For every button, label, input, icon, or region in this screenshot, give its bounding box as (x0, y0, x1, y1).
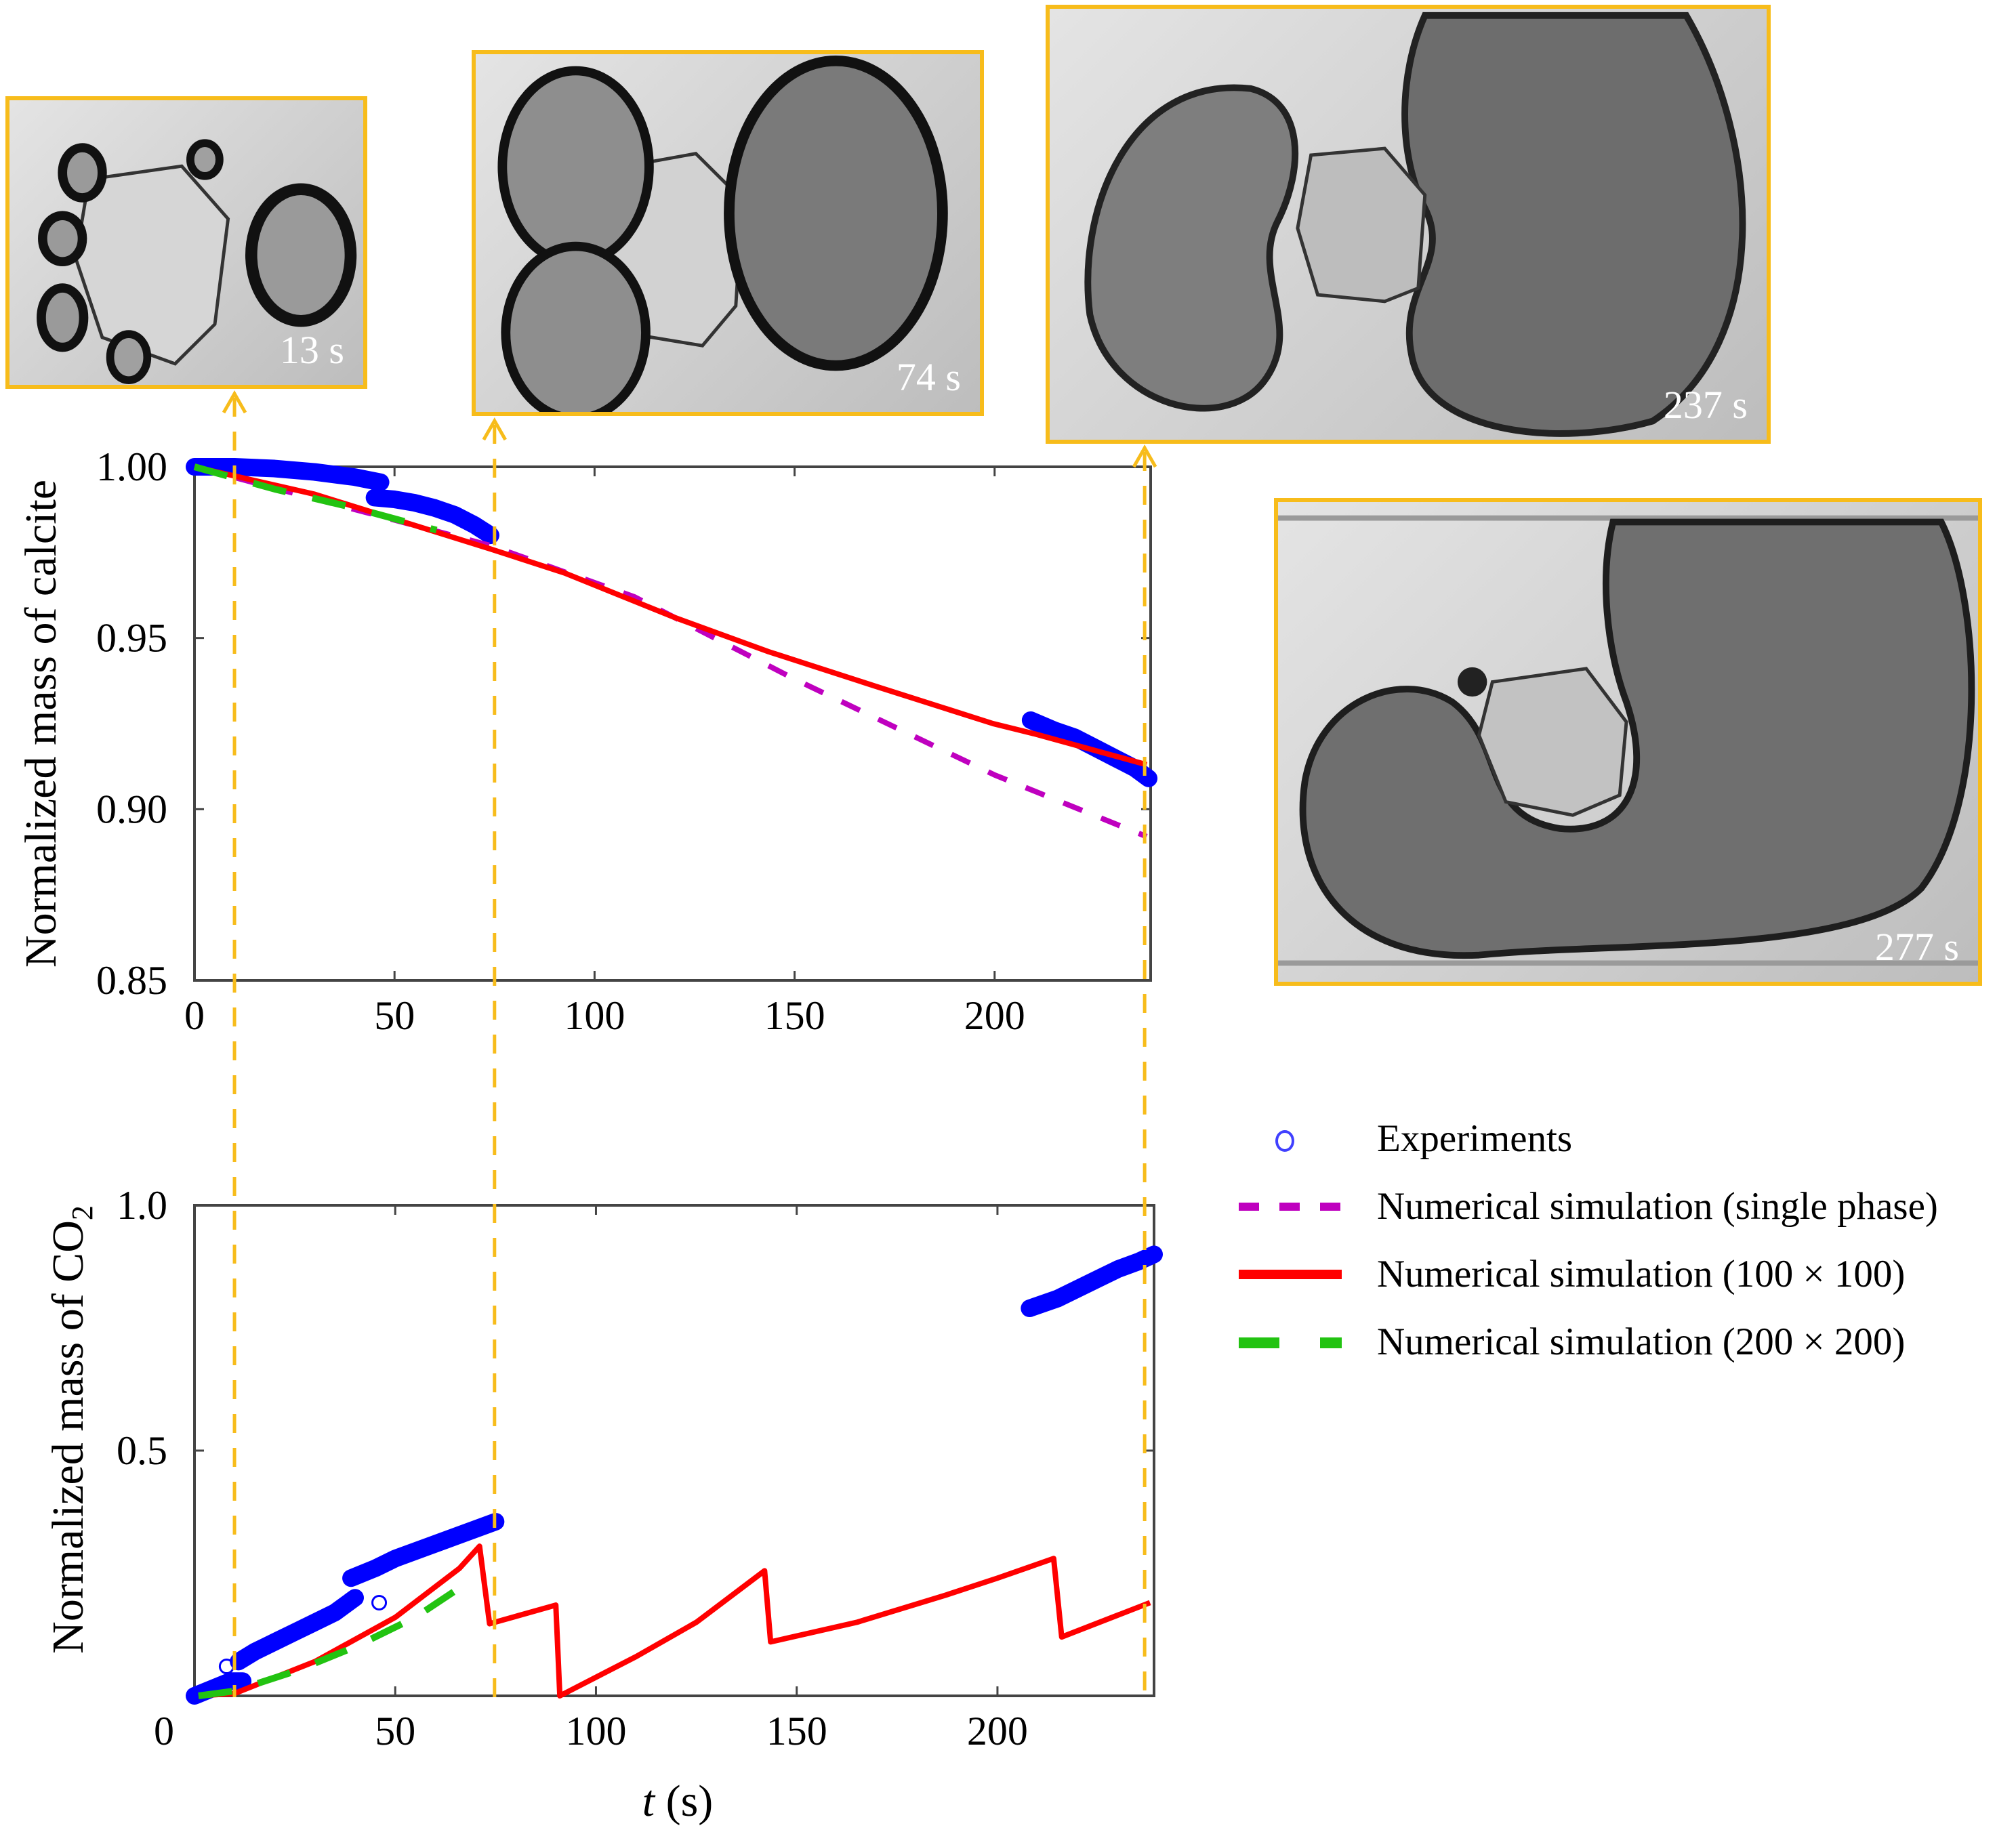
y-axis-label-subscript: 2 (66, 1205, 99, 1220)
circle-marker-icon (1233, 1118, 1342, 1159)
simulation-line (193, 464, 1148, 839)
legend-item-100x100: Numerical simulation (100 × 100) (1233, 1247, 1905, 1301)
axis-ticks: 50 100 150 200 0 0.5 1.0 (117, 1183, 1154, 1753)
data-series (186, 458, 1158, 839)
origin-label: 0 (154, 1709, 174, 1753)
x-tick-label: 150 (766, 1709, 827, 1753)
simulation-line (198, 1543, 1151, 1699)
co2-mass-chart: 50 100 150 200 0 0.5 1.0 Normalized mass of CO… (43, 1183, 1163, 1826)
legend-label: Experiments (1377, 1117, 1573, 1160)
legend-item-200x200: Numerical simulation (200 × 200) (1233, 1314, 1905, 1369)
dashed-line-icon (1233, 1186, 1342, 1226)
y-tick-label: 0.90 (96, 787, 167, 831)
time-marker-lines (222, 390, 1157, 1697)
x-tick-label: 0 (184, 993, 205, 1038)
experiment-markers (1021, 1245, 1163, 1318)
droplet-image (37, 139, 357, 385)
y-tick-label: 1.0 (117, 1183, 167, 1228)
x-tick-label: 50 (374, 993, 415, 1038)
solid-line-icon (1233, 1253, 1342, 1294)
arrow-up-icon (1132, 444, 1157, 468)
calcite-mass-chart: 0 50 100 150 200 0.85 0.90 0.95 1.00 Normalized … (16, 444, 1158, 1038)
experiment-marker (371, 1594, 388, 1610)
y-tick-label: 0.85 (96, 958, 167, 1003)
inset-time-label: 277 s (1874, 925, 1959, 969)
x-tick-label: 200 (964, 993, 1025, 1038)
y-tick-label: 0.95 (96, 616, 167, 661)
experiment-markers (1021, 711, 1158, 787)
y-tick-label: 1.00 (96, 444, 167, 489)
y-axis-label: Normalized mass of calcite (16, 480, 66, 968)
arrow-up-icon (482, 417, 507, 441)
simulation-line (193, 463, 438, 534)
x-tick-label: 100 (564, 993, 625, 1038)
axis-ticks: 0 50 100 150 200 0.85 0.90 0.95 1.00 (96, 444, 1151, 1038)
arrow-up-icon (222, 390, 247, 414)
simulation-line (198, 1585, 461, 1699)
x-tick-label: 200 (967, 1709, 1028, 1753)
data-series (186, 1245, 1163, 1705)
experiment-markers (365, 488, 499, 545)
inset-time-label: 237 s (1663, 383, 1748, 427)
droplet-image (1084, 12, 1746, 437)
legend-item-experiments: Experiments (1233, 1111, 1572, 1165)
inset-photo-277s: 277 s (1274, 498, 1982, 986)
droplet-image (497, 55, 948, 412)
x-tick-label: 100 (565, 1709, 626, 1753)
inset-photo-13s: 13 s (5, 96, 367, 389)
legend-item-single-phase: Numerical simulation (single phase) (1233, 1179, 1938, 1233)
x-tick-label: 50 (375, 1709, 415, 1753)
y-axis-label-main: Normalized mass of CO (43, 1220, 93, 1654)
inset-time-label: 13 s (279, 328, 344, 372)
long-dashed-line-icon (1233, 1321, 1342, 1362)
legend-label: Numerical simulation (100 × 100) (1377, 1252, 1906, 1295)
experiment-markers (230, 1589, 364, 1671)
x-axis-label: t (s) (642, 1776, 714, 1826)
legend-label: Numerical simulation (200 × 200) (1377, 1320, 1906, 1363)
legend-label: Numerical simulation (single phase) (1377, 1184, 1938, 1228)
inset-photo-237s: 237 s (1046, 5, 1771, 444)
y-axis-label: Normalized mass of CO2 (43, 1205, 99, 1654)
y-tick-label: 0.5 (117, 1428, 167, 1473)
experiment-markers (342, 1512, 505, 1587)
droplet-image (1278, 515, 1978, 966)
experiment-markers (186, 458, 390, 491)
x-tick-label: 150 (764, 993, 825, 1038)
inset-time-label: 74 s (896, 355, 961, 399)
inset-photo-74s: 74 s (472, 50, 984, 416)
simulation-line (194, 464, 1148, 768)
plot-frame (193, 1204, 1155, 1697)
plot-frame (193, 465, 1152, 982)
